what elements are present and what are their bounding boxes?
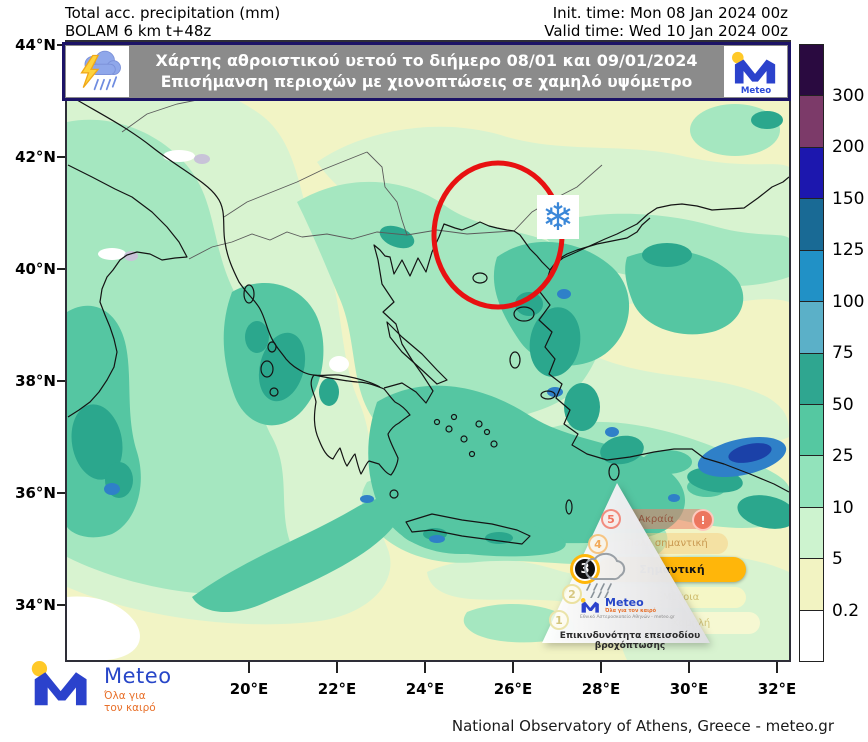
storm-icon <box>66 46 129 97</box>
lon-label: 28°E <box>581 680 621 698</box>
colorbar-tick-label: 10 <box>832 497 854 518</box>
lon-tick <box>336 662 338 673</box>
alert-icon: ! <box>692 509 714 531</box>
colorbar-segment <box>800 610 823 662</box>
banner-logo-text: Meteo <box>740 86 770 95</box>
meteo-logo-footer: Meteo Όλα για τον καιρό <box>30 660 172 714</box>
lon-label: 22°E <box>317 680 357 698</box>
banner-text: Χάρτης αθροιστικού υετού το διήμερο 08/0… <box>130 50 723 93</box>
pyramid-logo-org: Εθνικό Αστεροσκοπείο Αθηνών - meteo.gr <box>580 615 675 620</box>
colorbar-segment <box>800 302 823 354</box>
colorbar-tick-label: 100 <box>832 291 865 312</box>
pyramid-logo-name: Meteo <box>605 596 644 609</box>
severity-label-4: Πολύ σημαντική <box>626 538 708 549</box>
severity-number-4: 4 <box>588 534 608 554</box>
colorbar-segment <box>800 404 823 457</box>
lat-label: 38°N <box>15 372 56 390</box>
colorbar-tick-label: 125 <box>832 240 865 260</box>
product-title: Total acc. precipitation (mm) <box>65 4 281 22</box>
colorbar-segment <box>800 353 823 405</box>
colorbar-segment <box>800 456 823 508</box>
lat-tick <box>57 604 66 606</box>
severity-label-5: Ακραία <box>638 513 674 525</box>
lon-label: 30°E <box>669 680 709 698</box>
lon-tick <box>512 662 514 673</box>
banner-line2: Επισήμανση περιοχών με χιονοπτώσεις σε χ… <box>160 72 693 91</box>
lat-tick <box>57 268 66 270</box>
meteo-m-icon <box>31 661 87 706</box>
colorbar-tick-label: 150 <box>832 188 865 209</box>
lon-label: 26°E <box>493 680 533 698</box>
colorbar-tick-label: 50 <box>832 394 854 415</box>
colorbar-segment <box>800 559 823 611</box>
valid-time-label: Valid time: Wed 10 Jan 2024 00z <box>544 22 788 40</box>
lat-tick <box>57 380 66 382</box>
lon-tick <box>776 662 778 673</box>
meteo-logo-banner: Meteo <box>724 46 787 97</box>
rain-cloud-icon <box>584 552 626 598</box>
severity-number-5: 5 <box>601 509 621 529</box>
model-run-label: BOLAM 6 km t+48z <box>65 22 212 40</box>
attribution-text: National Observatory of Athens, Greece -… <box>451 717 834 735</box>
lat-tick <box>57 492 66 494</box>
lat-label: 40°N <box>15 260 56 278</box>
severity-number-1: 1 <box>549 610 569 630</box>
snowflake-marker: ❄ <box>537 195 579 239</box>
init-time-label: Init. time: Mon 08 Jan 2024 00z <box>552 4 788 22</box>
lon-tick <box>688 662 690 673</box>
pyramid-meteo-logo: Meteo Όλα για τον καιρό Εθνικό Αστεροσκο… <box>580 597 680 621</box>
severity-number-2: 2 <box>562 584 582 604</box>
lat-label: 44°N <box>15 36 56 54</box>
snowflake-icon: ❄ <box>542 195 574 239</box>
footer-logo-name: Meteo <box>104 664 172 688</box>
lon-label: 20°E <box>229 680 269 698</box>
colorbar-segment <box>800 96 823 148</box>
colorbar-segment <box>800 147 823 200</box>
pyramid-caption: Επικινδυνότητα επεισοδίου βροχόπτωσης <box>559 631 701 651</box>
lon-tick <box>248 662 250 673</box>
footer-logo-tagline-1: Όλα για <box>104 690 146 702</box>
colorbar-tick-label: 200 <box>832 137 865 157</box>
lat-tick <box>57 156 66 158</box>
lon-label: 32°E <box>757 680 797 698</box>
lat-label: 34°N <box>15 596 56 614</box>
colorbar-segment <box>800 250 823 303</box>
colorbar-segment <box>800 507 823 560</box>
colorbar-segment <box>800 199 823 251</box>
meteo-m-icon <box>580 598 599 613</box>
colorbar <box>799 44 824 662</box>
lat-tick <box>57 44 66 46</box>
colorbar-tick-label: 25 <box>832 446 854 466</box>
pyramid-logo-tagline: Όλα για τον καιρό <box>605 607 657 614</box>
colorbar-tick-label: 75 <box>832 343 854 363</box>
lon-label: 24°E <box>405 680 445 698</box>
colorbar-tick-label: 300 <box>832 85 865 106</box>
lat-label: 42°N <box>15 148 56 166</box>
colorbar-tick-label: 0.2 <box>832 600 860 621</box>
lon-tick <box>424 662 426 673</box>
lon-tick <box>600 662 602 673</box>
lat-label: 36°N <box>15 484 56 502</box>
footer-logo-tagline-2: τον καιρό <box>104 702 156 715</box>
banner-line1: Χάρτης αθροιστικού υετού το διήμερο 08/0… <box>155 51 698 71</box>
colorbar-tick-label: 5 <box>832 549 843 569</box>
map-title-banner: Χάρτης αθροιστικού υετού το διήμερο 08/0… <box>62 42 791 101</box>
colorbar-segment <box>800 45 823 97</box>
